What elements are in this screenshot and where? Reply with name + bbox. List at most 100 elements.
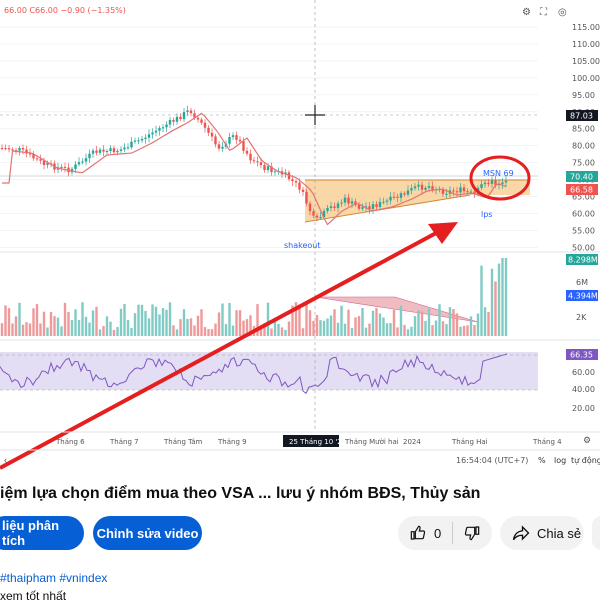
- camera-icon[interactable]: ◎: [558, 7, 567, 18]
- candle-body: [347, 197, 350, 204]
- share-button[interactable]: Chia sẻ: [500, 516, 584, 550]
- volume-bar: [284, 329, 287, 336]
- volume-bar: [242, 320, 245, 336]
- rsi-line: [0, 353, 508, 395]
- volume-bar: [70, 319, 74, 336]
- candle-body: [490, 180, 494, 184]
- volume-bar: [480, 265, 483, 336]
- trading-chart[interactable]: 66.00 C66.00 −0.90 (−1.35%) shakeout MSN…: [0, 0, 600, 472]
- volume-bar: [336, 322, 340, 336]
- volume-bar: [231, 325, 235, 336]
- volume-bar: [224, 324, 228, 336]
- log-toggle[interactable]: log: [554, 456, 566, 465]
- volume-bar: [354, 317, 357, 336]
- candle-body: [203, 122, 207, 128]
- volume-bar: [245, 319, 249, 336]
- candle-body: [74, 164, 77, 169]
- volume-bar: [207, 329, 210, 336]
- price-axis[interactable]: 115.00110.00105.00100.0095.0090.0085.008…: [572, 23, 600, 252]
- candle-body: [189, 110, 193, 114]
- candle-body: [168, 119, 172, 125]
- price-tick: 110.00: [572, 40, 600, 49]
- price-tick: 65.00: [572, 193, 595, 202]
- highlight-circle: [469, 155, 531, 201]
- candle-body: [130, 141, 133, 148]
- candle-body: [480, 184, 483, 188]
- candle-body: [14, 150, 18, 152]
- edit-video-button[interactable]: Chỉnh sửa video: [93, 516, 202, 550]
- volume-bar: [424, 320, 427, 336]
- like-button[interactable]: 0: [398, 522, 453, 544]
- candle-body: [473, 191, 476, 194]
- more-actions-button[interactable]: [592, 516, 600, 550]
- volume-bar: [39, 323, 42, 336]
- candle-body: [60, 166, 63, 168]
- candle-body: [42, 160, 46, 166]
- candle-body: [308, 203, 312, 212]
- candle-body: [63, 166, 67, 168]
- time-axis-label: Tháng 4: [532, 438, 562, 446]
- analysis-link-label: liệu phân tích: [2, 518, 60, 548]
- candle-body: [4, 148, 7, 150]
- candle-body: [217, 144, 221, 149]
- volume-bar: [441, 321, 445, 336]
- volume-bar: [291, 305, 294, 336]
- volume-bar: [501, 258, 504, 336]
- candle-body: [333, 206, 336, 208]
- candle-body: [147, 134, 151, 138]
- candle-body: [466, 191, 469, 193]
- video-description: xem tốt nhất: [0, 589, 67, 603]
- thumbs-up-icon: [410, 525, 426, 540]
- chart-toolbar[interactable]: ⚙ ⛶ ◎: [522, 7, 567, 18]
- volume-bar: [182, 309, 186, 336]
- volume-bar: [273, 321, 277, 336]
- volume-bar: [214, 323, 217, 336]
- ma-price-text: 66.58: [570, 186, 593, 195]
- volume-bar: [11, 323, 14, 336]
- candle-body: [441, 189, 445, 194]
- dislike-button[interactable]: [453, 525, 491, 541]
- candle-body: [322, 211, 326, 218]
- volume-bar: [315, 315, 319, 336]
- video-hashtags[interactable]: #thaipham #vnindex: [0, 571, 108, 585]
- auto-toggle[interactable]: tự động: [571, 455, 600, 466]
- time-axis[interactable]: Tháng 6 Tháng 7 Tháng Tám Tháng 9 25 Tháng 1…: [55, 435, 562, 447]
- percent-toggle[interactable]: %: [538, 456, 546, 465]
- candle-body: [196, 117, 200, 120]
- volume-bar: [25, 322, 28, 336]
- time-axis-label: Tháng 7: [109, 438, 139, 446]
- candle-body: [133, 140, 137, 142]
- ma-price-badge: [566, 184, 598, 195]
- volume-bar: [7, 308, 11, 336]
- gear-icon[interactable]: ⚙: [583, 435, 591, 445]
- volume-bar: [0, 323, 4, 336]
- chevron-left-icon[interactable]: ‹: [4, 455, 7, 465]
- price-chart-svg[interactable]: 66.00 C66.00 −0.90 (−1.35%) shakeout MSN…: [0, 0, 600, 472]
- time-axis-label: Tháng Hai: [451, 438, 488, 446]
- video-title: iệm lựa chọn điểm mua theo VSA ... lưu ý…: [0, 485, 481, 502]
- analysis-link-button[interactable]: liệu phân tích: [0, 516, 84, 550]
- volume-badge-2: [566, 290, 598, 301]
- candle-body: [329, 206, 333, 209]
- volume-bar: [95, 306, 98, 336]
- candle-body: [420, 184, 424, 190]
- volume-bar: [172, 325, 175, 336]
- fullscreen-icon[interactable]: ⛶: [539, 7, 548, 18]
- price-tick: 105.00: [572, 57, 600, 66]
- time-axis-label: Tháng Tám: [163, 438, 203, 446]
- settings-icon[interactable]: ⚙: [522, 7, 531, 18]
- volume-bar: [420, 311, 424, 336]
- price-tick: 115.00: [572, 23, 600, 32]
- volume-bar: [326, 318, 329, 336]
- candle-body: [382, 201, 385, 203]
- volume-bar: [294, 302, 298, 336]
- candle-body: [273, 171, 277, 173]
- volume-bar: [455, 313, 459, 336]
- candle-body: [228, 137, 231, 144]
- candle-body: [214, 136, 217, 145]
- volume-bar: [308, 310, 312, 336]
- candle-body: [263, 165, 266, 170]
- candle-body: [424, 187, 427, 190]
- volume-bar: [18, 302, 21, 336]
- volume-bar: [91, 310, 95, 336]
